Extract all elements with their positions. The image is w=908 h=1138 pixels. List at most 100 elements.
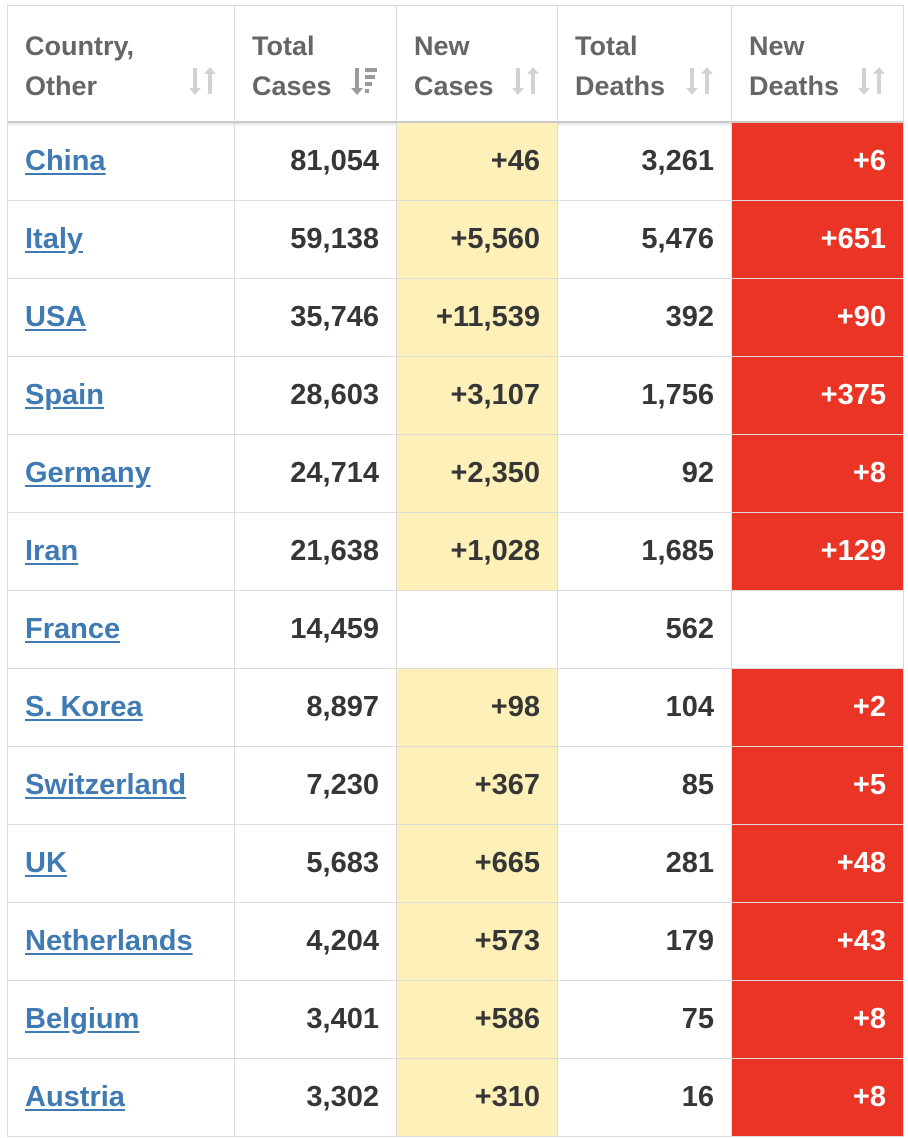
table-cell-total-deaths: 281 (558, 825, 732, 903)
table-cell-new-cases: +5,560 (397, 201, 558, 279)
header-new-cases[interactable]: New Cases (397, 5, 558, 123)
table-cell-country: Italy (7, 201, 235, 279)
sort-both-icon[interactable] (685, 64, 715, 98)
table-cell-total-cases: 4,204 (235, 903, 397, 981)
total-cases-value: 14,459 (290, 613, 379, 645)
new-deaths-value: +6 (852, 145, 886, 177)
table-cell-new-cases: +1,028 (397, 513, 558, 591)
total-deaths-value: 85 (681, 769, 714, 801)
total-cases-value: 5,683 (306, 847, 379, 879)
table-cell-total-deaths: 562 (558, 591, 732, 669)
total-cases-value: 24,714 (290, 457, 379, 489)
table-cell-total-cases: 3,401 (235, 981, 397, 1059)
country-link[interactable]: UK (25, 847, 67, 879)
table-cell-new-deaths: +129 (732, 513, 904, 591)
table-cell-total-deaths: 3,261 (558, 123, 732, 201)
country-link[interactable]: Germany (25, 457, 151, 489)
table-cell-total-cases: 24,714 (235, 435, 397, 513)
table-cell-new-cases: +586 (397, 981, 558, 1059)
country-link[interactable]: Spain (25, 379, 104, 411)
table-cell-new-deaths: +2 (732, 669, 904, 747)
table-row: Netherlands 4,204 +573 179 +43 (7, 903, 904, 981)
table-cell-new-cases: +367 (397, 747, 558, 825)
table-cell-new-deaths: +375 (732, 357, 904, 435)
table-cell-new-deaths: +6 (732, 123, 904, 201)
table-cell-country: Switzerland (7, 747, 235, 825)
new-cases-value: +46 (490, 145, 540, 177)
table-cell-total-deaths: 392 (558, 279, 732, 357)
table-cell-total-cases: 28,603 (235, 357, 397, 435)
new-deaths-value: +129 (820, 535, 886, 567)
new-cases-value: +98 (490, 691, 540, 723)
header-label: New Deaths (749, 31, 840, 101)
country-link[interactable]: Netherlands (25, 925, 193, 957)
table-cell-country: USA (7, 279, 235, 357)
new-cases-value: +367 (474, 769, 540, 801)
table-cell-country: Germany (7, 435, 235, 513)
country-link[interactable]: Iran (25, 535, 79, 567)
covid-stats-table: Country, Other Total Cases New Cases Tot… (7, 5, 904, 1138)
table-cell-new-deaths: +8 (732, 1059, 904, 1137)
total-cases-value: 28,603 (290, 379, 379, 411)
table-row: Switzerland 7,230 +367 85 +5 (7, 747, 904, 825)
table-cell-new-cases: +98 (397, 669, 558, 747)
country-link[interactable]: France (25, 613, 121, 645)
table-cell-total-deaths: 104 (558, 669, 732, 747)
table-cell-total-deaths: 1,756 (558, 357, 732, 435)
total-deaths-value: 16 (681, 1081, 714, 1113)
country-link[interactable]: Switzerland (25, 769, 187, 801)
table-row: Germany 24,714 +2,350 92 +8 (7, 435, 904, 513)
total-cases-value: 81,054 (290, 145, 379, 177)
table-cell-country: France (7, 591, 235, 669)
total-deaths-value: 1,685 (641, 535, 714, 567)
table-cell-total-deaths: 85 (558, 747, 732, 825)
country-link[interactable]: Italy (25, 223, 84, 255)
country-link[interactable]: China (25, 145, 106, 177)
total-cases-value: 21,638 (290, 535, 379, 567)
header-total-cases[interactable]: Total Cases (235, 5, 397, 123)
table-row: S. Korea 8,897 +98 104 +2 (7, 669, 904, 747)
sort-both-icon[interactable] (188, 64, 218, 98)
total-deaths-value: 562 (665, 613, 714, 645)
table-cell-total-deaths: 75 (558, 981, 732, 1059)
new-deaths-value: +8 (852, 1081, 886, 1113)
country-link[interactable]: USA (25, 301, 87, 333)
header-label: Country, Other (25, 31, 134, 101)
header-country[interactable]: Country, Other (7, 5, 235, 123)
table-cell-country: China (7, 123, 235, 201)
header-new-deaths[interactable]: New Deaths (732, 5, 904, 123)
table-cell-new-cases: +46 (397, 123, 558, 201)
country-link[interactable]: S. Korea (25, 691, 143, 723)
country-link[interactable]: Austria (25, 1081, 125, 1113)
table-cell-total-cases: 5,683 (235, 825, 397, 903)
total-cases-value: 59,138 (290, 223, 379, 255)
new-cases-value: +1,028 (450, 535, 540, 567)
table-cell-new-deaths: +90 (732, 279, 904, 357)
new-deaths-value: +5 (852, 769, 886, 801)
table-cell-total-deaths: 92 (558, 435, 732, 513)
table-cell-total-cases: 8,897 (235, 669, 397, 747)
table-cell-new-cases: +310 (397, 1059, 558, 1137)
sort-both-icon[interactable] (857, 64, 887, 98)
new-cases-value: +586 (474, 1003, 540, 1035)
table-cell-country: UK (7, 825, 235, 903)
total-deaths-value: 1,756 (641, 379, 714, 411)
total-cases-value: 3,302 (306, 1081, 379, 1113)
total-deaths-value: 5,476 (641, 223, 714, 255)
total-deaths-value: 281 (665, 847, 714, 879)
table-header-row: Country, Other Total Cases New Cases Tot… (7, 5, 904, 127)
new-cases-value: +2,350 (450, 457, 540, 489)
table-row: USA 35,746 +11,539 392 +90 (7, 279, 904, 357)
total-deaths-value: 92 (681, 457, 714, 489)
country-link[interactable]: Belgium (25, 1003, 140, 1035)
total-deaths-value: 75 (681, 1003, 714, 1035)
total-deaths-value: 3,261 (641, 145, 714, 177)
new-cases-value: +3,107 (450, 379, 540, 411)
sort-descending-icon[interactable] (350, 64, 380, 98)
header-total-deaths[interactable]: Total Deaths (558, 5, 732, 123)
new-deaths-value: +43 (836, 925, 886, 957)
sort-both-icon[interactable] (511, 64, 541, 98)
table-row: Belgium 3,401 +586 75 +8 (7, 981, 904, 1059)
table-cell-new-deaths: +651 (732, 201, 904, 279)
new-deaths-value: +90 (836, 301, 886, 333)
